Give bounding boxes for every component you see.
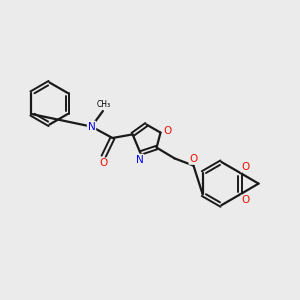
Text: O: O: [189, 154, 198, 164]
Text: O: O: [163, 126, 171, 136]
Text: O: O: [242, 162, 250, 172]
Text: CH₃: CH₃: [97, 100, 111, 109]
Text: N: N: [88, 122, 95, 132]
Text: O: O: [99, 158, 108, 168]
Text: N: N: [136, 154, 143, 165]
Text: O: O: [242, 195, 250, 206]
